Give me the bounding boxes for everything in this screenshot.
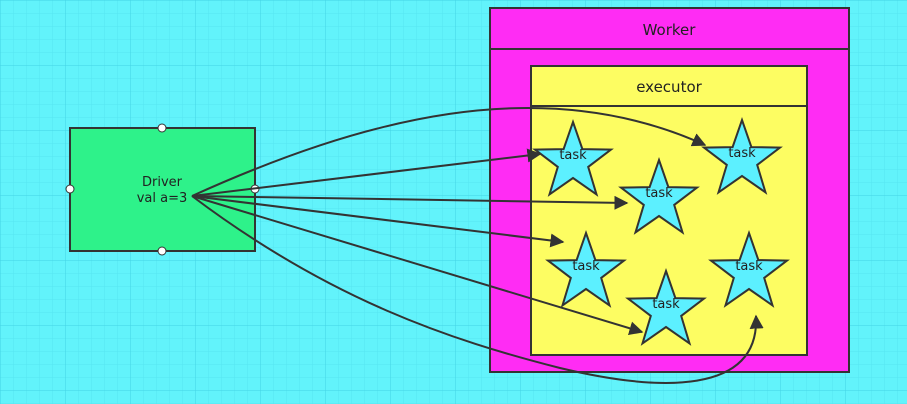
arrow-to-task-4[interactable]	[191, 195, 565, 248]
arrows-group	[191, 107, 764, 384]
arrow-to-task-2[interactable]	[191, 107, 707, 197]
arrow-to-task-1[interactable]	[191, 148, 542, 197]
task-label-6: task	[652, 297, 680, 312]
driver-handle-left[interactable]	[65, 184, 75, 194]
task-star-1[interactable]	[532, 118, 614, 197]
task-star-5[interactable]	[708, 229, 790, 308]
driver-handle-top[interactable]	[157, 123, 167, 133]
arrow-to-task-5[interactable]	[191, 195, 644, 336]
task-label-1: task	[559, 148, 587, 163]
task-star-4[interactable]	[545, 229, 627, 308]
task-star-3[interactable]	[618, 156, 700, 235]
task-stars-group: task task task task task task	[532, 116, 790, 346]
worker-title: Worker	[643, 21, 697, 39]
task-label-4: task	[572, 259, 600, 274]
executor-title: executor	[636, 78, 702, 96]
arrow-to-task-6[interactable]	[191, 195, 764, 384]
task-star-6[interactable]	[625, 267, 707, 346]
driver-label-line1: Driver	[142, 175, 183, 190]
driver-label-line2: val a=3	[137, 191, 188, 206]
task-star-2[interactable]	[701, 116, 783, 195]
driver-handle-bottom[interactable]	[157, 246, 167, 256]
arrow-to-task-3[interactable]	[191, 195, 629, 210]
task-label-5: task	[735, 259, 763, 274]
task-label-2: task	[728, 146, 756, 161]
task-label-3: task	[645, 186, 673, 201]
